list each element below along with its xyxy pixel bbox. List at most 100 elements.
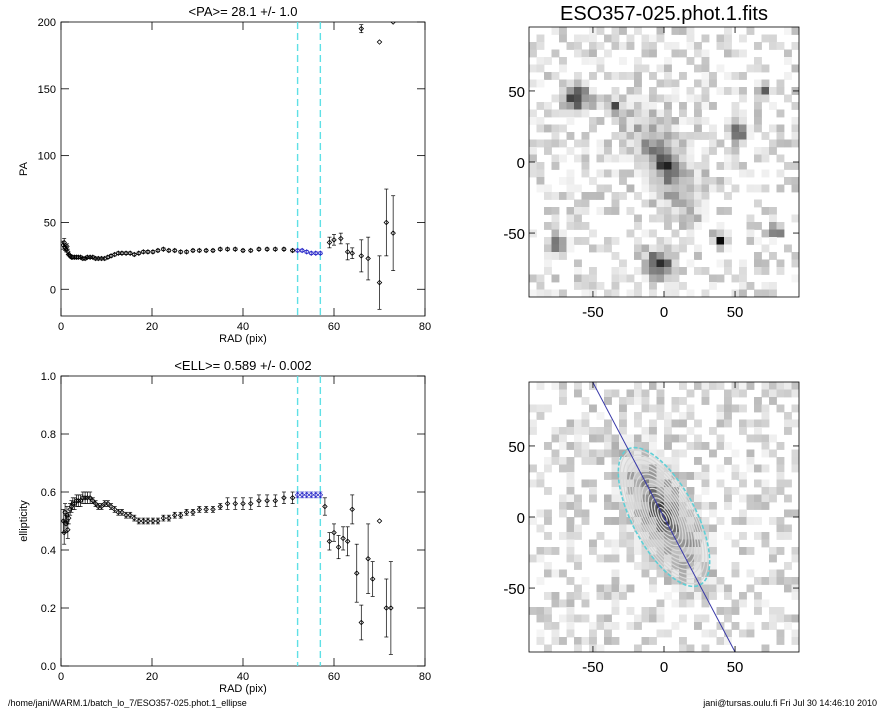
- image-pixel: [671, 282, 680, 290]
- image-pixel: [581, 132, 590, 140]
- image-pixel: [596, 434, 605, 443]
- image-pixel: [544, 289, 552, 297]
- image-pixel: [761, 132, 770, 140]
- image-pixel: [566, 42, 575, 50]
- image-pixel: [694, 267, 702, 275]
- image-pixel: [679, 592, 687, 600]
- image-pixel: [581, 94, 590, 103]
- image-pixel: [701, 487, 710, 495]
- data-point: [313, 250, 319, 256]
- image-pixel: [724, 237, 732, 245]
- image-pixel: [776, 389, 785, 398]
- data-point: [75, 254, 82, 260]
- image-pixel: [529, 49, 537, 58]
- image-pixel: [559, 139, 567, 148]
- image-pixel: [596, 282, 605, 290]
- image-pixel: [739, 87, 747, 95]
- image-title: ESO357-025.phot.1.fits: [560, 3, 768, 25]
- image-pixel: [761, 599, 770, 608]
- image-pixel: [731, 49, 740, 58]
- image-pixel: [686, 259, 695, 268]
- image-pixel: [656, 162, 665, 170]
- image-pixel: [566, 487, 575, 495]
- image-pixel: [574, 442, 582, 450]
- image-pixel: [754, 94, 762, 103]
- image-pixel: [694, 517, 702, 525]
- image-pixel: [776, 42, 785, 50]
- image-pixel: [544, 267, 552, 275]
- image-pixel: [739, 629, 747, 638]
- image-pixel: [679, 419, 687, 428]
- image-pixel: [611, 637, 620, 645]
- image-pixel: [581, 207, 590, 215]
- image-pixel: [649, 169, 657, 178]
- image-pixel: [769, 607, 777, 615]
- image-pixel: [574, 102, 582, 110]
- image-pixel: [671, 124, 680, 133]
- ellipse-fit-image-panel: -50 0 50 -50 0 50: [503, 381, 800, 676]
- image-pixel: [596, 94, 605, 103]
- image-pixel: [739, 124, 747, 133]
- image-pixel: [686, 94, 695, 103]
- image-pixel: [634, 267, 642, 275]
- x-tick-label: 0: [660, 304, 668, 321]
- image-pixel: [641, 49, 650, 58]
- image-pixel: [664, 592, 672, 600]
- image-pixel: [626, 494, 635, 503]
- image-pixel: [619, 72, 627, 80]
- data-point: [308, 250, 315, 256]
- image-pixel: [634, 109, 642, 118]
- image-pixel: [746, 629, 755, 638]
- image-pixel: [574, 532, 582, 540]
- image-pixel: [596, 102, 605, 110]
- image-pixel: [664, 102, 672, 110]
- image-pixel: [709, 562, 717, 570]
- image-pixel: [791, 592, 799, 600]
- image-pixel: [649, 49, 657, 58]
- image-pixel: [551, 139, 560, 148]
- image-pixel: [574, 222, 582, 230]
- image-pixel: [559, 94, 567, 103]
- image-pixel: [566, 109, 575, 118]
- data-point: [210, 247, 216, 254]
- image-pixel: [611, 199, 620, 208]
- x-tick-label: -50: [582, 304, 604, 321]
- image-pixel: [656, 607, 665, 615]
- data-point: [140, 518, 147, 524]
- image-pixel: [716, 382, 725, 390]
- image-pixel: [619, 442, 627, 450]
- image-pixel: [701, 629, 710, 638]
- y-tick-label: -50: [503, 226, 525, 243]
- image-pixel: [574, 524, 582, 533]
- image-pixel: [574, 267, 582, 275]
- data-point: [92, 500, 99, 507]
- image-pixel: [686, 147, 695, 155]
- image-pixel: [649, 547, 657, 555]
- image-pixel: [671, 49, 680, 58]
- image-pixel: [566, 614, 575, 623]
- image-pixel: [716, 139, 725, 148]
- image-pixel: [656, 464, 665, 473]
- image-pixel: [626, 464, 635, 473]
- image-pixel: [724, 592, 732, 600]
- image-pixel: [776, 79, 785, 88]
- image-pixel: [746, 517, 755, 525]
- image-pixel: [656, 472, 665, 480]
- image-pixel: [784, 419, 792, 428]
- image-pixel: [776, 184, 785, 193]
- image-pixel: [649, 192, 657, 200]
- image-pixel: [791, 457, 799, 465]
- data-point: [177, 249, 184, 255]
- y-tick-label: 0: [517, 510, 525, 527]
- image-pixel: [649, 162, 657, 170]
- data-point: [155, 518, 161, 524]
- x-tick-label: 80: [419, 321, 431, 333]
- image-pixel: [716, 207, 725, 215]
- image-pixel: [529, 464, 537, 473]
- image-pixel: [589, 479, 597, 488]
- image-pixel: [694, 382, 702, 390]
- data-point: [70, 254, 76, 260]
- data-point: [73, 254, 80, 260]
- image-pixel: [671, 404, 680, 413]
- image-pixel: [791, 464, 799, 473]
